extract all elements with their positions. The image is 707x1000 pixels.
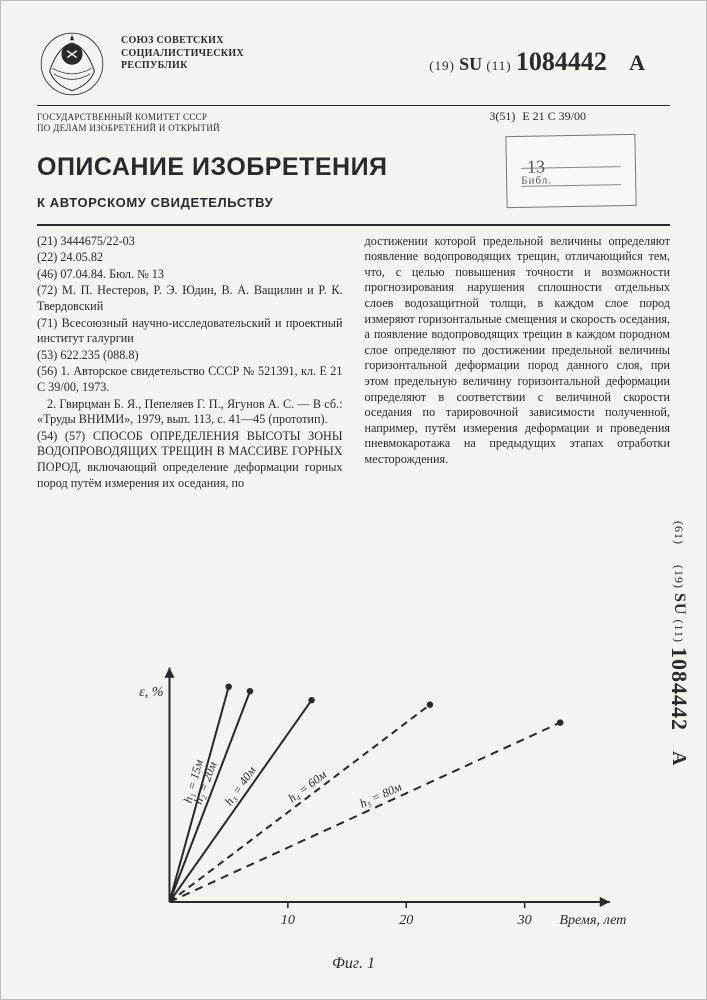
pub-mid: (11) (486, 58, 511, 73)
abstract-right: достижении которой предельной величины о… (365, 234, 671, 468)
publication-number: (19) SU (11) 1084442 A (429, 47, 646, 77)
svg-text:20: 20 (399, 912, 413, 928)
left-column: (21) 3444675/22-03 (22) 24.05.82 (46) 07… (37, 234, 343, 493)
field-46: (46) 07.04.84. Бюл. № 13 (37, 267, 343, 283)
field-53: (53) 622.235 (088.8) (37, 348, 343, 364)
svg-text:30: 30 (517, 912, 532, 928)
svg-text:ε, %: ε, % (139, 684, 163, 700)
svg-text:h₄ = 60м: h₄ = 60м (285, 767, 329, 805)
side-pub-mid: (11) (672, 619, 686, 643)
divider-thick (37, 224, 670, 226)
side-pub-prefix: (19) (672, 565, 686, 589)
union-line: СОЮЗ СОВЕТСКИХ (121, 35, 244, 48)
title-block: ОПИСАНИЕ ИЗОБРЕТЕНИЯ К АВТОРСКОМУ СВИДЕТ… (37, 153, 670, 210)
doc-subtitle: К АВТОРСКОМУ СВИДЕТЕЛЬСТВУ (37, 195, 273, 210)
field-21: (21) 3444675/22-03 (37, 234, 343, 250)
svg-text:Время, лет: Время, лет (559, 912, 626, 928)
figure-1: 102030Время, летε, %h₁ = 15мh₂ = 20мh₃ =… (121, 653, 626, 955)
side-pub-kind: A (668, 751, 690, 766)
chart-svg: 102030Время, летε, %h₁ = 15мh₂ = 20мh₃ =… (121, 653, 626, 955)
pub-num: 1084442 (516, 47, 607, 76)
union-line: СОЦИАЛИСТИЧЕСКИХ (121, 48, 244, 61)
side-pub-num: 1084442 (667, 647, 692, 731)
ussr-emblem-icon (37, 29, 107, 99)
field-54-57: (54) (57) СПОСОБ ОПРЕДЕЛЕНИЯ ВЫСОТЫ ЗОНЫ… (37, 429, 343, 491)
field-71: (71) Всесоюзный научно-исследовательский… (37, 316, 343, 347)
ipc-prefix: 3(51) (489, 109, 515, 123)
svg-text:10: 10 (281, 912, 295, 928)
ipc-classification: 3(51) Е 21 С 39/00 (489, 109, 586, 124)
pub-prefix: (19) (429, 58, 455, 73)
doc-title: ОПИСАНИЕ ИЗОБРЕТЕНИЯ (37, 153, 388, 182)
committee-text: ГОСУДАРСТВЕННЫЙ КОМИТЕТ СССР ПО ДЕЛАМ ИЗ… (37, 112, 277, 135)
pub-cc: SU (459, 54, 482, 74)
union-line: РЕСПУБЛИК (121, 60, 244, 73)
divider (37, 105, 670, 106)
field-22: (22) 24.05.82 (37, 250, 343, 266)
body-columns: (21) 3444675/22-03 (22) 24.05.82 (46) 07… (37, 234, 670, 493)
field-72: (72) М. П. Нестеров, Р. Э. Юдин, В. А. В… (37, 283, 343, 314)
side-publication-number: (61) (19) SU (11) 1084442 A (664, 521, 692, 766)
side-tab61: (61) (672, 521, 686, 545)
pub-kind: A (629, 50, 646, 75)
right-column: достижении которой предельной величины о… (365, 234, 671, 493)
field-56b: 2. Гвирцман Б. Я., Пепеляев Г. П., Ягуно… (37, 397, 343, 428)
ipc-code: Е 21 С 39/00 (522, 109, 586, 123)
figure-caption: Фиг. 1 (332, 955, 375, 973)
field-56a: (56) 1. Авторское свидетельство СССР № 5… (37, 364, 343, 395)
side-pub-cc: SU (671, 593, 688, 615)
union-text: СОЮЗ СОВЕТСКИХ СОЦИАЛИСТИЧЕСКИХ РЕСПУБЛИ… (121, 35, 244, 73)
